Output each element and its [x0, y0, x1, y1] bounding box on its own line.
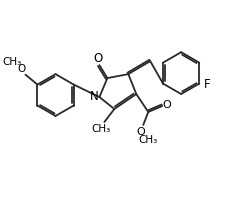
Text: F: F [203, 78, 210, 91]
Text: CH₃: CH₃ [138, 135, 157, 145]
Text: CH₃: CH₃ [2, 57, 21, 67]
Text: CH₃: CH₃ [91, 124, 111, 134]
Text: O: O [17, 64, 25, 74]
Text: N: N [90, 89, 98, 102]
Text: O: O [162, 100, 171, 110]
Text: O: O [135, 127, 144, 137]
Text: O: O [93, 52, 103, 65]
